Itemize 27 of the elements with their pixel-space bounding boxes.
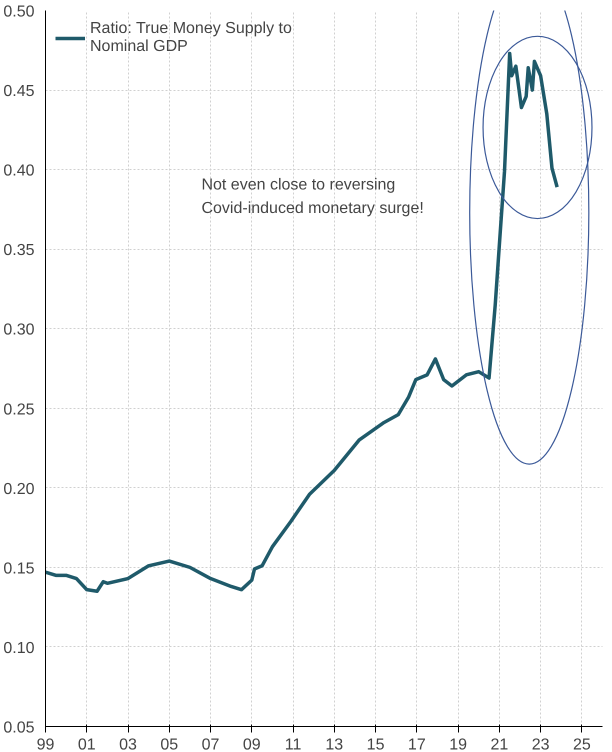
y-tick-label: 0.05: [3, 720, 35, 736]
y-tick-label: 0.25: [3, 401, 35, 418]
x-tick-label: 23: [532, 736, 550, 752]
y-tick-label: 0.15: [3, 560, 35, 578]
legend-label: Ratio: True Money Supply to Nominal GDP: [90, 20, 292, 56]
x-tick-label: 17: [408, 736, 426, 752]
x-tick-label: 09: [242, 736, 261, 752]
y-tick-label: 0.40: [3, 162, 35, 180]
y-tick-label: 0.20: [3, 480, 35, 498]
line-series: [46, 52, 559, 594]
x-tick-label: 07: [202, 736, 220, 752]
x-tick-label: 19: [449, 736, 468, 752]
x-tick-label: 21: [490, 736, 508, 752]
x-tick-label: 13: [325, 736, 344, 752]
y-tick-label: 0.50: [3, 4, 35, 20]
y-tick-label: 0.45: [3, 83, 35, 100]
x-tick-label: 01: [78, 736, 96, 752]
y-tick-label: 0.35: [3, 242, 35, 260]
x-tick-label: 15: [366, 736, 385, 752]
y-tick-label: 0.10: [3, 640, 35, 657]
x-tick-label: 25: [572, 736, 591, 752]
x-tick-label: 03: [119, 736, 138, 752]
x-tick-label: 99: [36, 736, 54, 752]
x-tick-label: 05: [160, 736, 178, 752]
annotation: Not even close to reversing Covid-induced monetary surge!: [201, 176, 424, 218]
y-tick-label: 0.30: [3, 322, 35, 339]
x-tick-label: 11: [284, 736, 302, 752]
